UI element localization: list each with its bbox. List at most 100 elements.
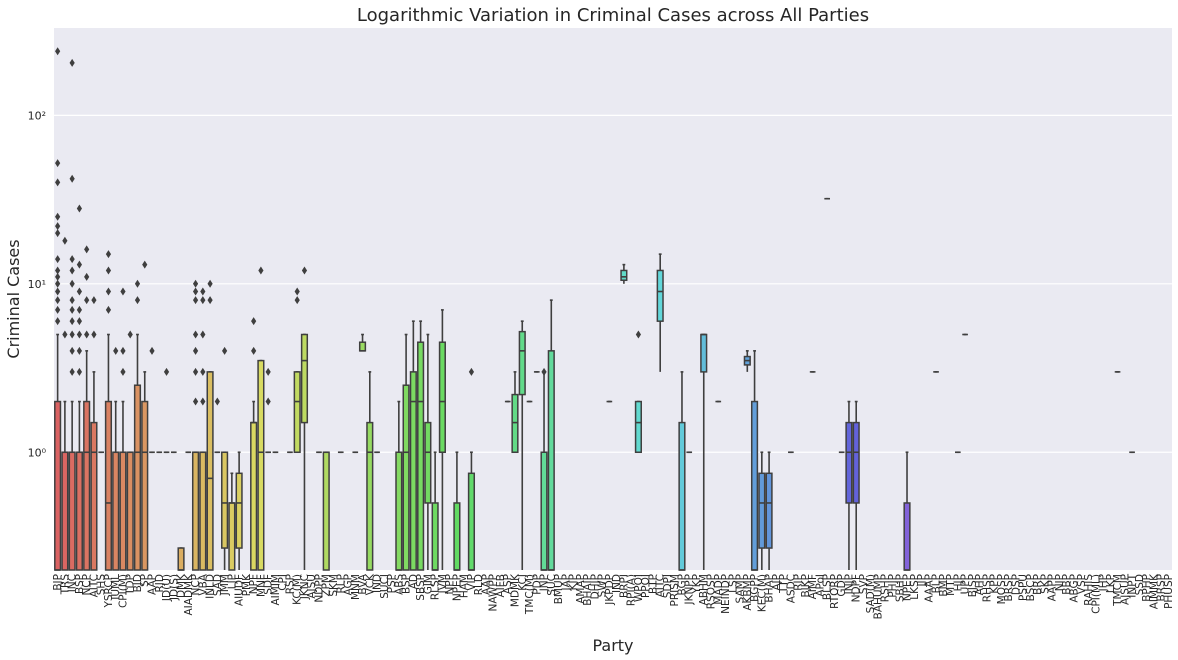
x-tick-label: MNM [350,574,362,600]
box-SUC [547,299,555,571]
x-tick-label: BVA [357,573,369,594]
box-body [845,421,853,504]
x-tick-label: AIMF [807,574,819,599]
box-body [438,341,446,454]
outlier-point [76,260,83,269]
x-tick-label: JD(U) [161,574,173,602]
x-tick-label: SUCI [379,574,391,599]
box-YSRCP [104,250,113,571]
outlier-point [76,204,83,213]
box-AITC [90,296,98,571]
outlier-point [69,346,75,355]
x-tick-label: AJP [771,574,783,591]
x-tick-label: NPP [444,574,456,595]
x-tick-label: AIFB [495,574,507,598]
x-tick-label: AD [408,574,420,589]
x-tick-label: RLSP [430,574,442,600]
box-ZPM [322,451,330,571]
outlier-point [84,296,90,305]
box-BSP [75,204,83,571]
x-tick-label: SVP [858,574,870,594]
outlier-point [142,260,148,269]
box-NPEP [453,451,461,571]
outlier-point [76,287,83,296]
x-tick-label: SDF [263,574,275,595]
x-tick-label: DSP [1010,574,1022,595]
x-tick-label: MTP [945,574,957,596]
x-tick-label: PHUSP [1163,574,1175,609]
boxes [54,47,1135,571]
x-tick-label: LKP [1105,574,1117,593]
box-AITC2 [656,253,664,372]
x-tick-label: NDPP [313,574,325,603]
x-tick-label: JKNC [299,574,311,600]
box-TDP [126,330,134,571]
x-tick-label: ASP [502,574,514,594]
box-body [68,451,76,571]
box-BVA [358,333,367,352]
outlier-point [62,330,68,339]
box-body [620,269,628,281]
box-AKBMP [743,350,751,372]
x-tick-label: AITC [88,574,100,597]
outlier-point [91,330,97,339]
x-tick-label: DMK [176,573,188,598]
box-JNP [540,367,548,571]
outlier-point [294,287,300,296]
x-tick-label: SKM [328,574,340,597]
box-body [300,333,309,424]
x-tick-label: IND [372,574,384,593]
box-IUML [112,346,120,571]
x-tick-label: NAWPP [488,574,500,612]
outlier-point [251,346,257,355]
outlier-point [69,255,75,264]
x-tick-label: AJSU [306,574,318,599]
box-body [83,400,91,571]
x-tick-label: BMP [938,574,950,597]
x-tick-label: JNP [539,574,551,592]
box-body [90,421,98,571]
outlier-point [84,272,90,281]
x-tick-label: VCK [364,573,376,596]
box-BHAP [765,451,773,570]
x-tick-label: SAMP [735,574,747,603]
x-tick-label: UPP [960,574,972,594]
x-tick-label: KEC(M) [756,574,768,612]
x-tick-label: BRSP [1156,574,1168,602]
outlier-point [69,266,75,275]
box-AAP [149,346,155,454]
x-tick-label: NPEP [451,574,463,601]
x-tick-label: LJP [226,574,238,589]
x-tick-label: PRISM [669,574,681,606]
box-body [126,451,134,571]
x-tick-label: JKNPP [684,574,696,606]
x-tick-label: ABHM [698,574,710,605]
outlier-point [192,279,199,288]
box-DMK [177,547,185,571]
box-JMM [221,346,229,570]
box-body [235,472,243,549]
outlier-point [55,296,61,305]
box-body [191,451,200,571]
box-body [293,371,301,454]
x-tick-label: RAHIS [1083,574,1095,606]
x-tick-label: VIP [466,574,478,591]
box-body [540,451,548,571]
box-body [453,502,461,571]
outlier-point [55,159,61,168]
box-body [221,451,229,549]
box-ABS [395,400,403,571]
x-tick-label: AITC [655,574,667,597]
x-tick-label: RJP [793,574,805,591]
x-tick-label: AHP [974,574,986,595]
x-tick-label: SWP [597,574,609,597]
box-body [656,269,664,322]
x-tick-label: ABS [393,574,405,595]
box-body [758,472,766,549]
x-tick-label: NDPF [851,574,863,602]
x-tick-label: KPP [989,574,1001,594]
x-tick-label: SBSP [415,574,427,601]
outlier-point [55,47,61,56]
box-body [409,371,417,571]
x-tick-label: SHS [96,574,108,596]
